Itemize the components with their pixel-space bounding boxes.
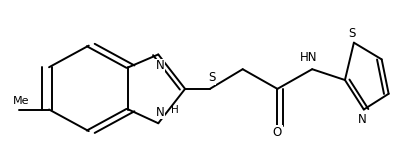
Text: N: N xyxy=(357,113,366,126)
Text: O: O xyxy=(273,126,282,139)
Text: H: H xyxy=(171,105,178,115)
Text: N: N xyxy=(156,106,165,119)
Text: Me: Me xyxy=(13,96,30,106)
Text: N: N xyxy=(156,59,165,72)
Text: HN: HN xyxy=(299,51,317,64)
Text: S: S xyxy=(348,27,356,40)
Text: S: S xyxy=(208,71,216,84)
